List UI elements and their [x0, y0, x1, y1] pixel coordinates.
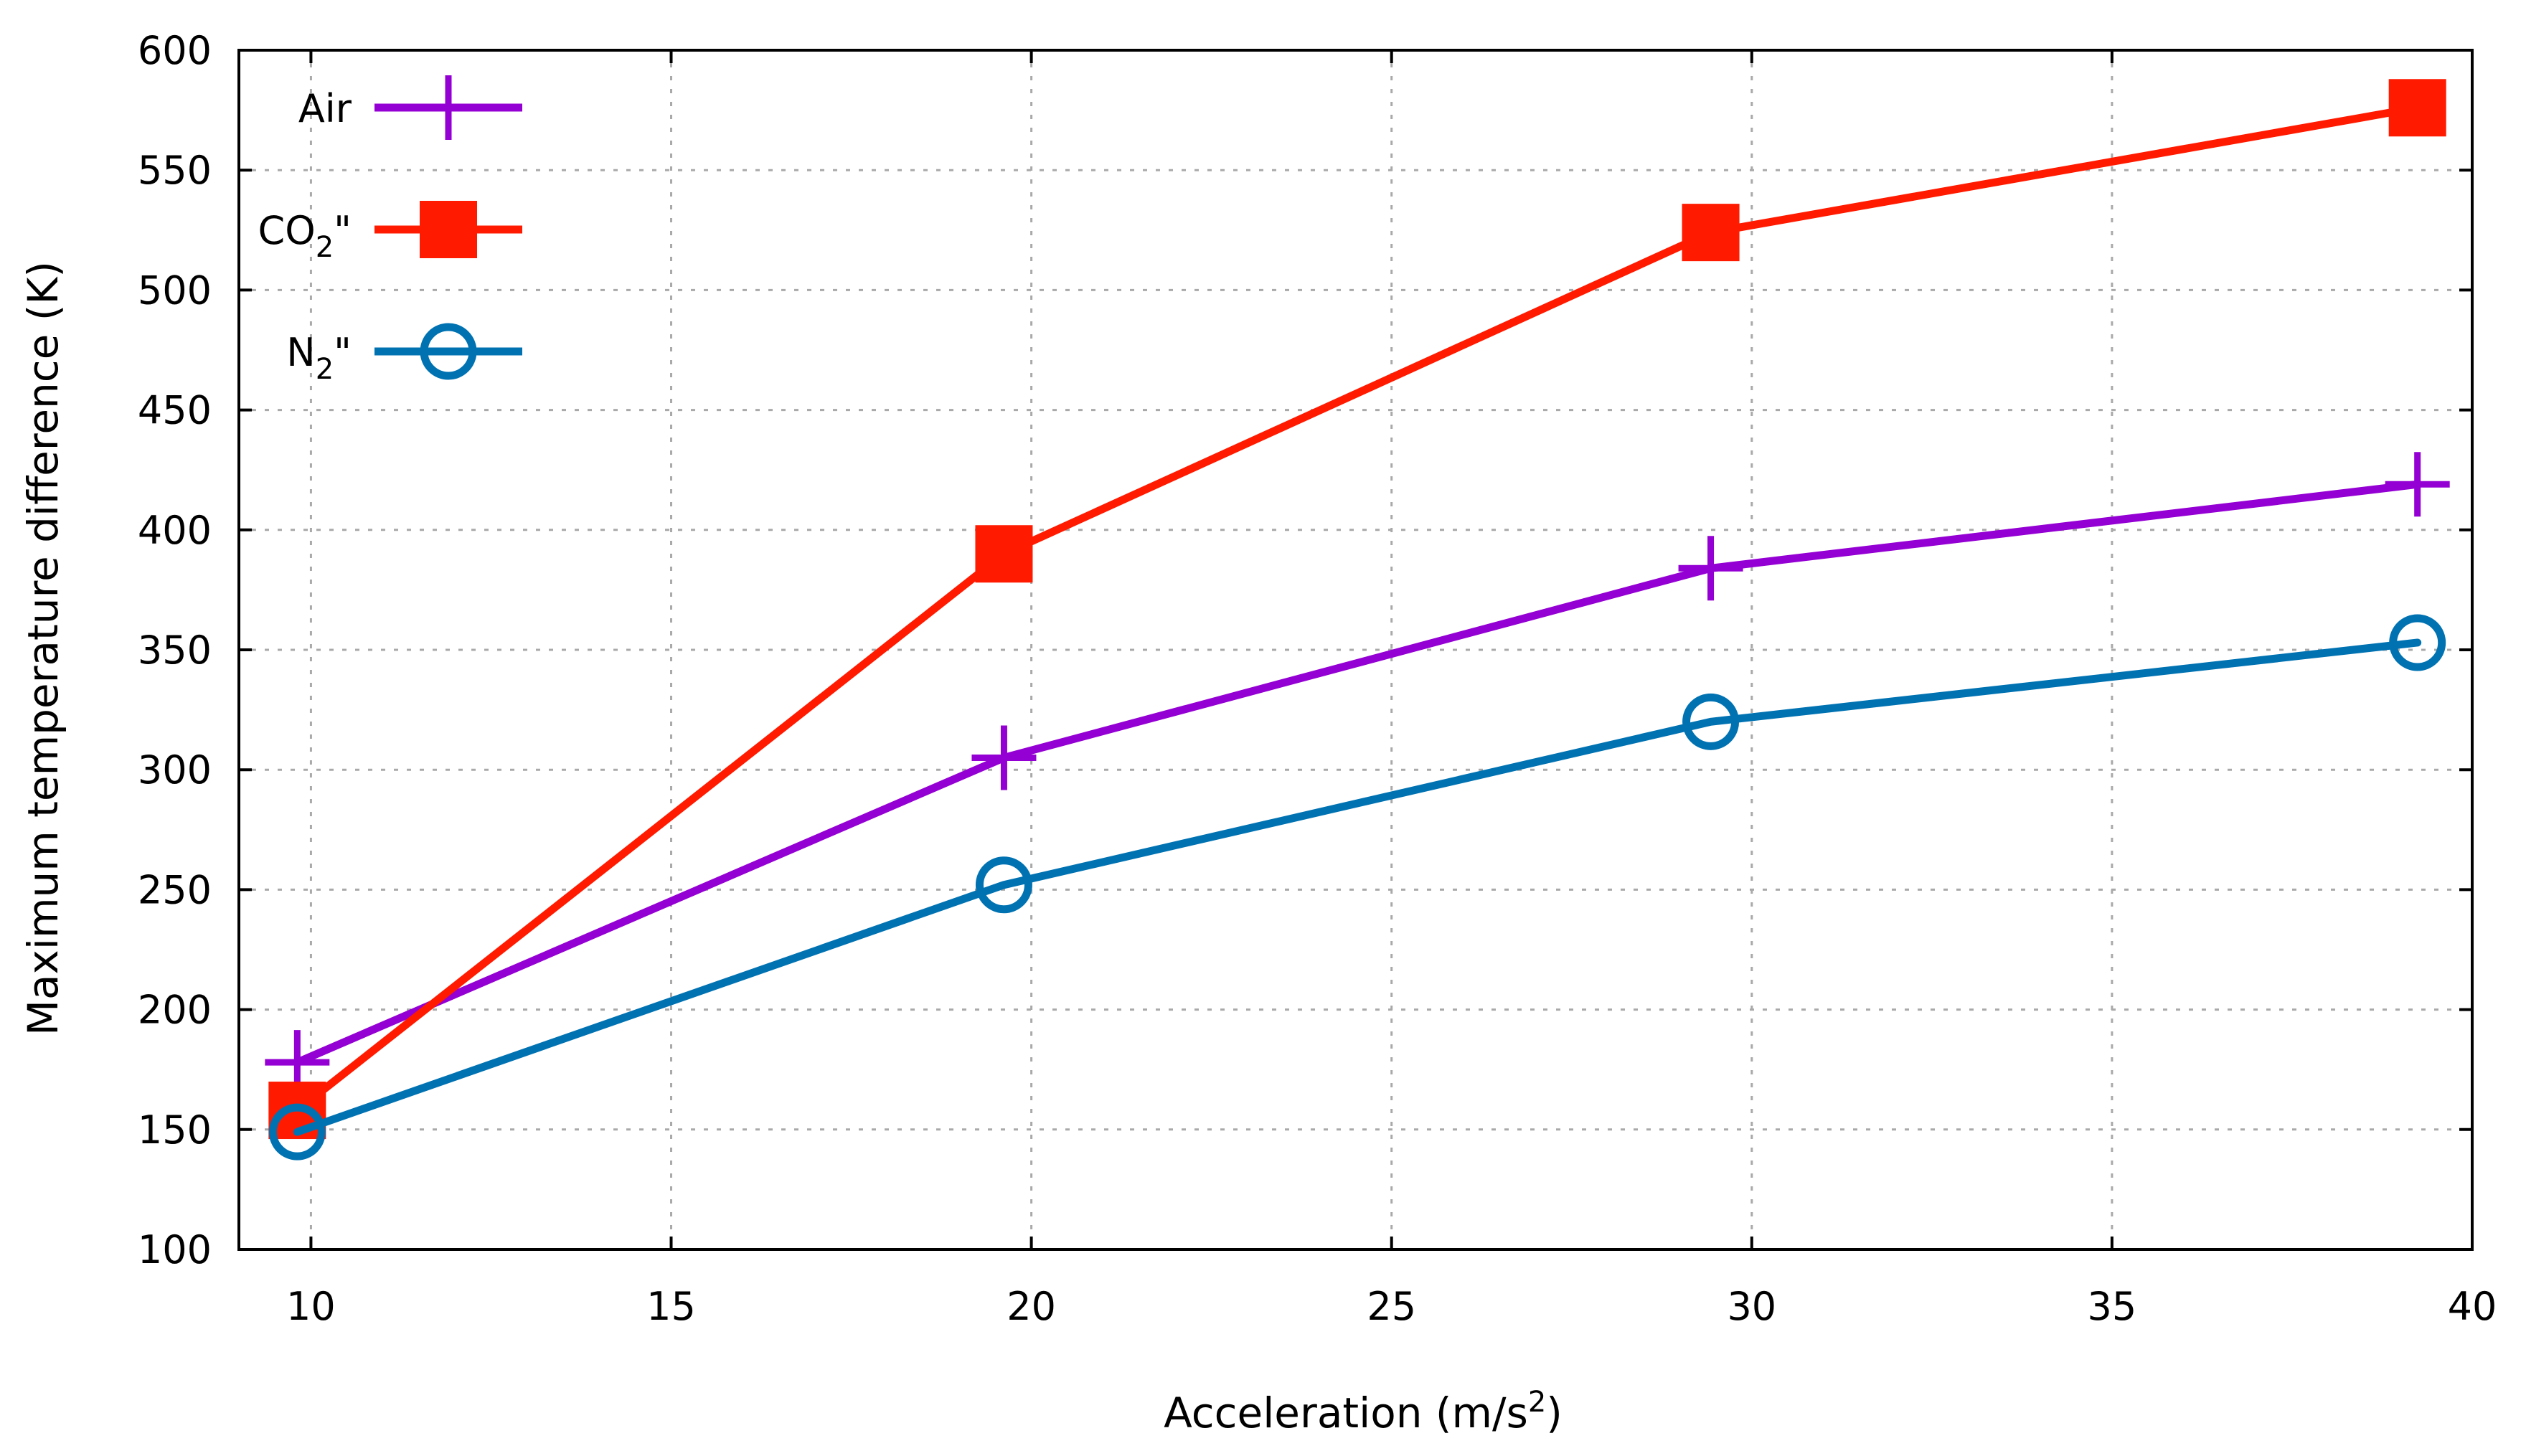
y-axis-title: Maximum temperature difference (K): [19, 261, 67, 1036]
x-tick-label: 20: [1007, 1284, 1056, 1329]
legend-marker: [420, 201, 477, 258]
x-tick-label: 25: [1367, 1284, 1416, 1329]
y-tick-label: 550: [138, 148, 212, 193]
data-point-square: [1682, 204, 1740, 262]
axes: 100 150 200 250 300 350 400 450 500 550 600 10 15 20 2…: [138, 28, 2497, 1329]
series-line-circle: [293, 638, 2422, 1136]
y-tick-label: 450: [138, 388, 212, 433]
legend-marker: [420, 323, 477, 380]
x-tick-label: 35: [2088, 1284, 2137, 1329]
y-tick-label: 200: [138, 988, 212, 1033]
x-tick-label: 10: [286, 1284, 336, 1329]
legend-marker: [416, 75, 481, 140]
y-tick-label: 300: [138, 747, 212, 793]
data-point-square: [2388, 79, 2446, 137]
data-point-circle: [268, 1103, 326, 1160]
legend-label: CO2": [258, 208, 352, 264]
data-point-plus: [1678, 536, 1743, 601]
y-tick-label: 250: [138, 867, 212, 912]
x-tick-label: 40: [2448, 1284, 2497, 1329]
plot-frame: [237, 49, 2474, 1251]
y-tick-label: 150: [138, 1107, 212, 1153]
x-tick-label: 15: [646, 1284, 696, 1329]
series-line-plus: [293, 480, 2422, 1067]
y-tick-label: 350: [138, 628, 212, 673]
grid: [239, 50, 2472, 1249]
data-point-circle: [1682, 693, 1740, 750]
series-line-square: [293, 103, 2422, 1115]
data-point-plus: [2385, 452, 2450, 517]
y-tick-label: 100: [138, 1227, 212, 1272]
data-point-circle: [975, 856, 1032, 914]
data-point-circle: [2389, 614, 2446, 671]
legend-label: Air: [298, 86, 352, 131]
data-point-square: [975, 525, 1033, 583]
y-tick-label: 500: [138, 268, 212, 313]
data-point-plus: [971, 725, 1037, 790]
y-tick-label: 400: [138, 508, 212, 553]
series-group: [265, 79, 2450, 1160]
legend: Air CO2" N2": [258, 75, 522, 386]
x-tick-label: 30: [1727, 1284, 1776, 1329]
x-axis-title: Acceleration (m/s2): [1164, 1386, 1563, 1437]
y-tick-label: 600: [138, 28, 212, 73]
legend-label: N2": [286, 330, 352, 386]
